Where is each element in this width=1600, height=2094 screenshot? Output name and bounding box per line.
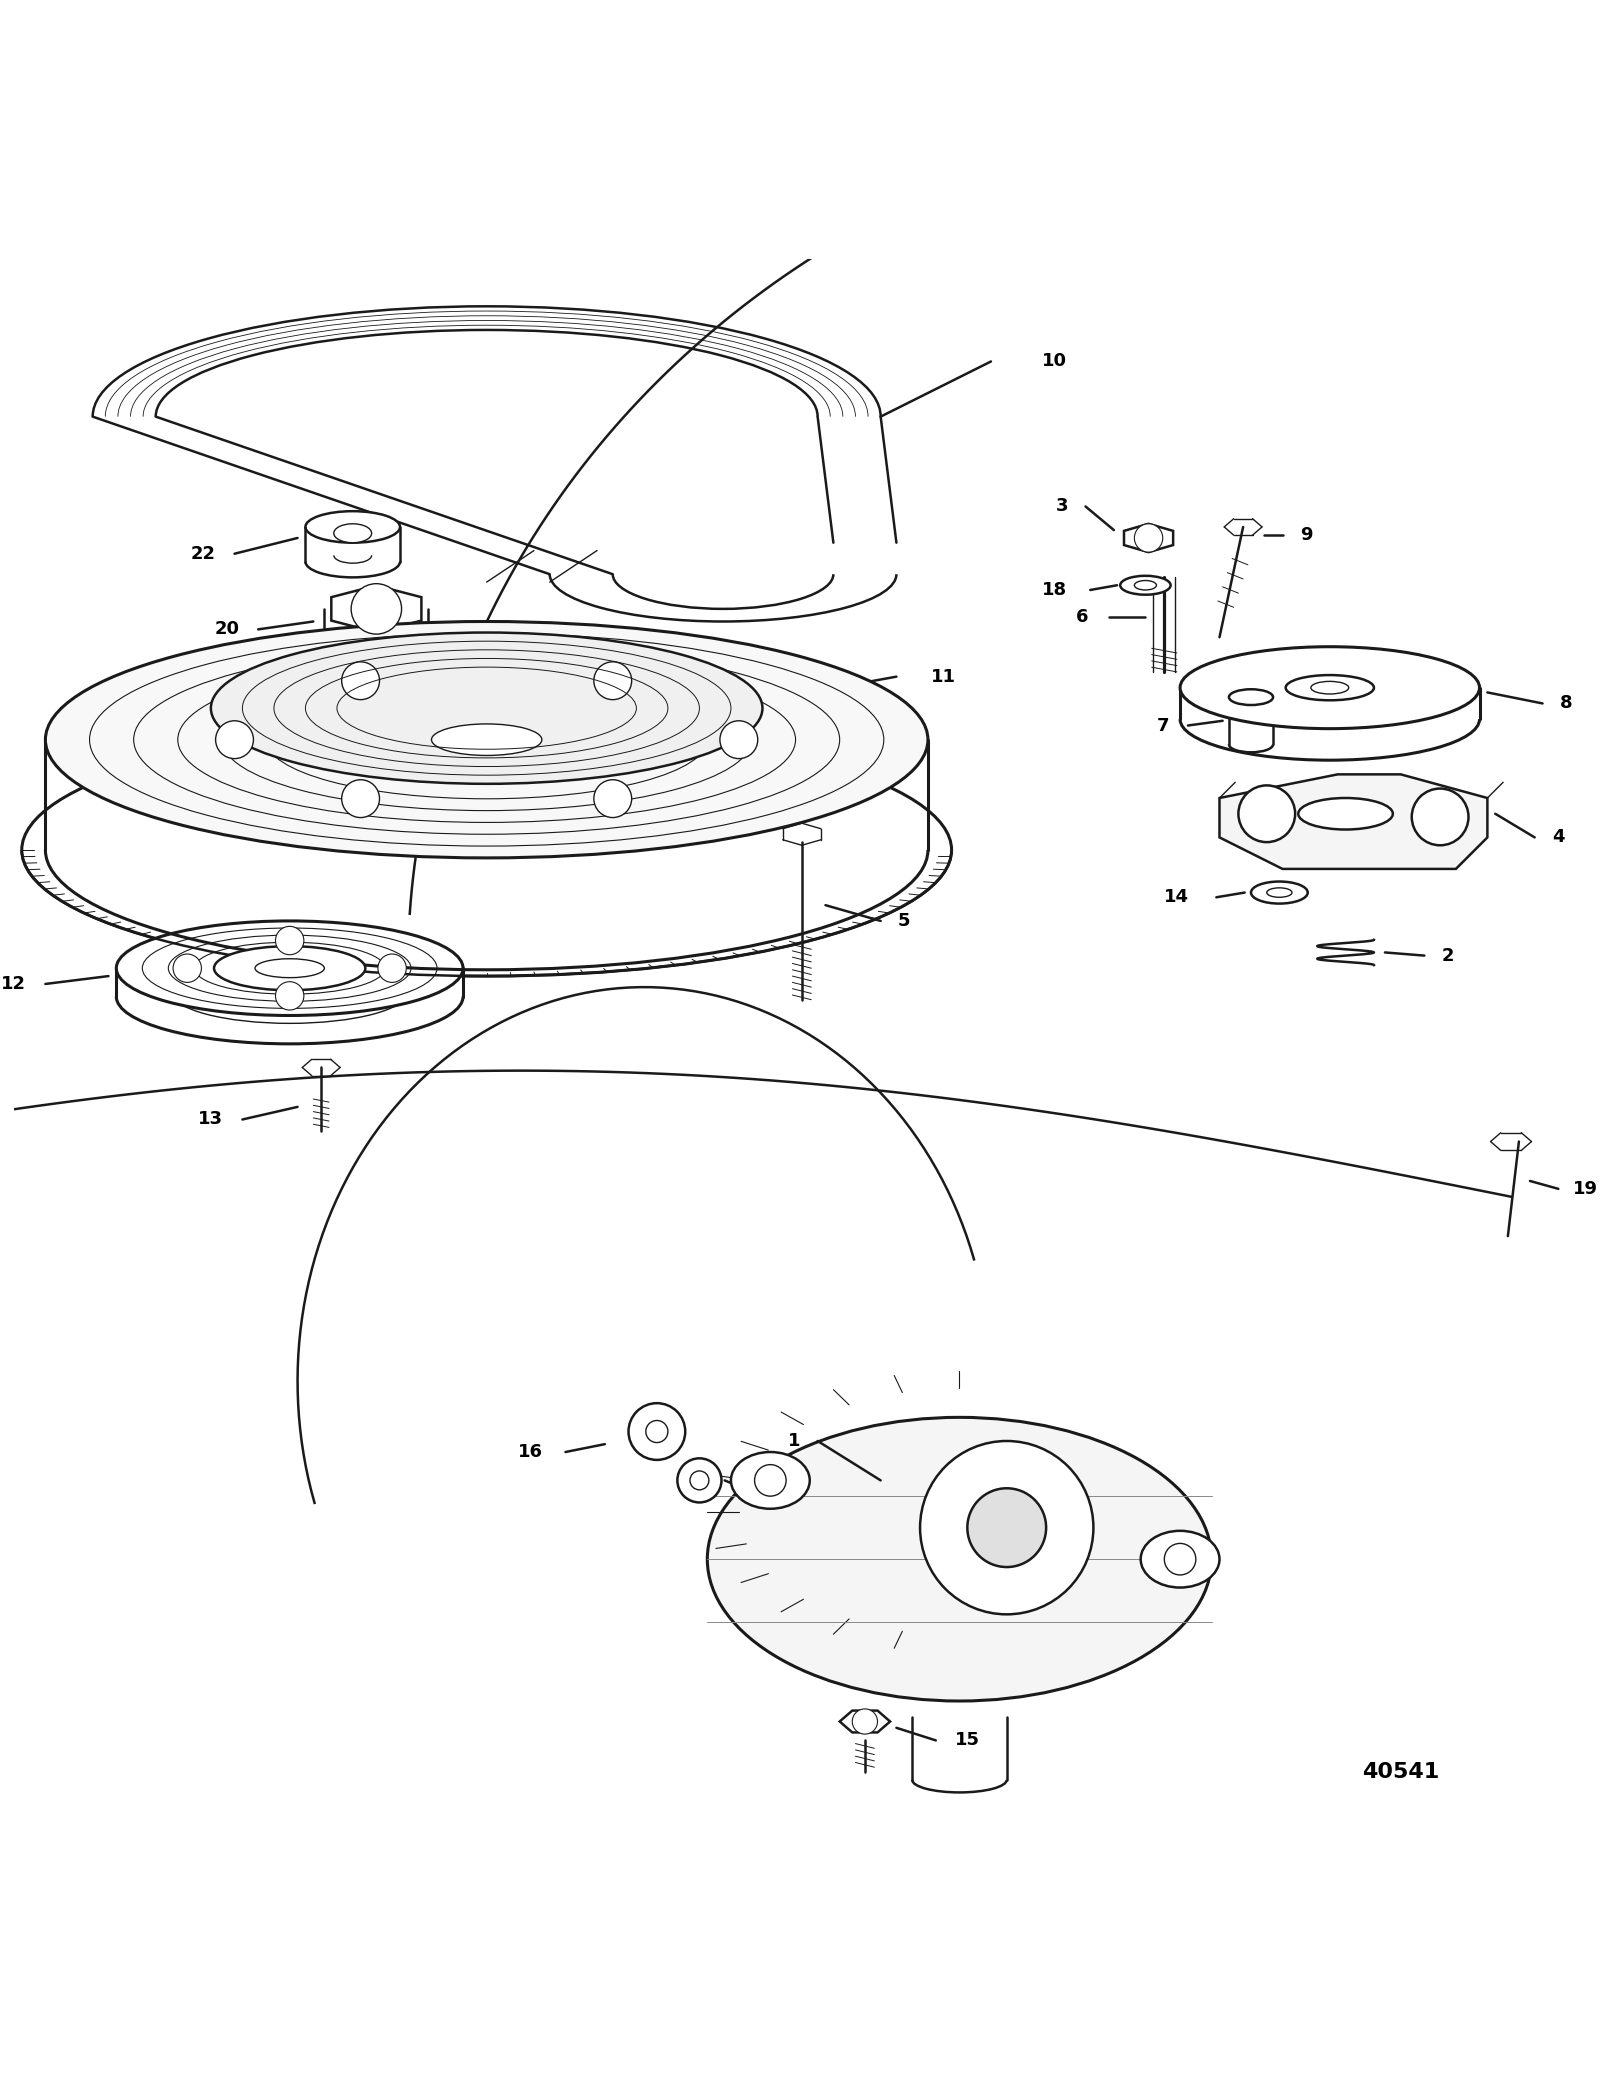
Ellipse shape	[1134, 580, 1157, 591]
Ellipse shape	[1310, 681, 1349, 693]
Circle shape	[275, 982, 304, 1009]
Circle shape	[173, 955, 202, 982]
Circle shape	[646, 1420, 667, 1443]
Text: 9: 9	[1299, 526, 1312, 544]
Ellipse shape	[1141, 1531, 1219, 1587]
Text: 1: 1	[787, 1432, 800, 1449]
Circle shape	[920, 1441, 1093, 1614]
Text: 19: 19	[1573, 1179, 1598, 1198]
Ellipse shape	[1251, 882, 1307, 905]
Polygon shape	[1125, 524, 1173, 553]
Ellipse shape	[432, 725, 542, 756]
Circle shape	[720, 720, 758, 758]
Circle shape	[350, 584, 402, 634]
Ellipse shape	[1120, 576, 1171, 595]
Text: 21: 21	[203, 668, 229, 685]
Ellipse shape	[334, 524, 371, 542]
Text: 6: 6	[1077, 607, 1088, 626]
Ellipse shape	[22, 725, 952, 976]
Ellipse shape	[360, 706, 613, 775]
Ellipse shape	[731, 1451, 810, 1510]
Ellipse shape	[214, 946, 365, 990]
Text: 17: 17	[770, 1485, 794, 1501]
Text: 40541: 40541	[1362, 1761, 1440, 1782]
Circle shape	[629, 1403, 685, 1460]
Ellipse shape	[707, 1418, 1211, 1700]
Ellipse shape	[254, 959, 325, 978]
Circle shape	[594, 779, 632, 817]
Text: 22: 22	[190, 544, 216, 563]
Polygon shape	[840, 1711, 890, 1732]
Ellipse shape	[1181, 647, 1480, 729]
Ellipse shape	[1267, 888, 1291, 898]
Circle shape	[275, 926, 304, 955]
Circle shape	[342, 779, 379, 817]
Text: 20: 20	[214, 620, 238, 639]
Ellipse shape	[1229, 689, 1274, 706]
Circle shape	[1165, 1543, 1195, 1575]
Circle shape	[594, 662, 632, 699]
Circle shape	[1238, 785, 1294, 842]
Text: 16: 16	[518, 1443, 544, 1462]
Text: 7: 7	[1157, 716, 1170, 735]
Circle shape	[1411, 789, 1469, 846]
Text: 12: 12	[2, 976, 26, 993]
Text: 15: 15	[955, 1732, 979, 1748]
Text: 18: 18	[1042, 580, 1067, 599]
Circle shape	[968, 1489, 1046, 1566]
Ellipse shape	[45, 622, 928, 859]
Text: 5: 5	[898, 911, 910, 930]
Circle shape	[755, 1464, 786, 1495]
Text: 10: 10	[1042, 352, 1067, 371]
Circle shape	[342, 662, 379, 699]
Text: 4: 4	[1552, 829, 1565, 846]
Text: 3: 3	[1056, 498, 1069, 515]
Text: 11: 11	[931, 668, 957, 685]
Circle shape	[378, 955, 406, 982]
Ellipse shape	[317, 647, 437, 685]
Circle shape	[1134, 524, 1163, 553]
Text: 8: 8	[1560, 695, 1573, 712]
Ellipse shape	[117, 921, 462, 1016]
Circle shape	[853, 1709, 877, 1734]
Text: 13: 13	[198, 1110, 224, 1129]
Ellipse shape	[1286, 674, 1374, 699]
Text: 14: 14	[1165, 888, 1189, 907]
Ellipse shape	[306, 511, 400, 542]
Ellipse shape	[347, 655, 405, 674]
Text: 2: 2	[1442, 946, 1454, 965]
Ellipse shape	[1298, 798, 1394, 829]
Ellipse shape	[211, 632, 763, 783]
Polygon shape	[331, 586, 421, 632]
Polygon shape	[1219, 775, 1488, 869]
Circle shape	[677, 1457, 722, 1503]
Circle shape	[216, 720, 253, 758]
Circle shape	[690, 1470, 709, 1489]
